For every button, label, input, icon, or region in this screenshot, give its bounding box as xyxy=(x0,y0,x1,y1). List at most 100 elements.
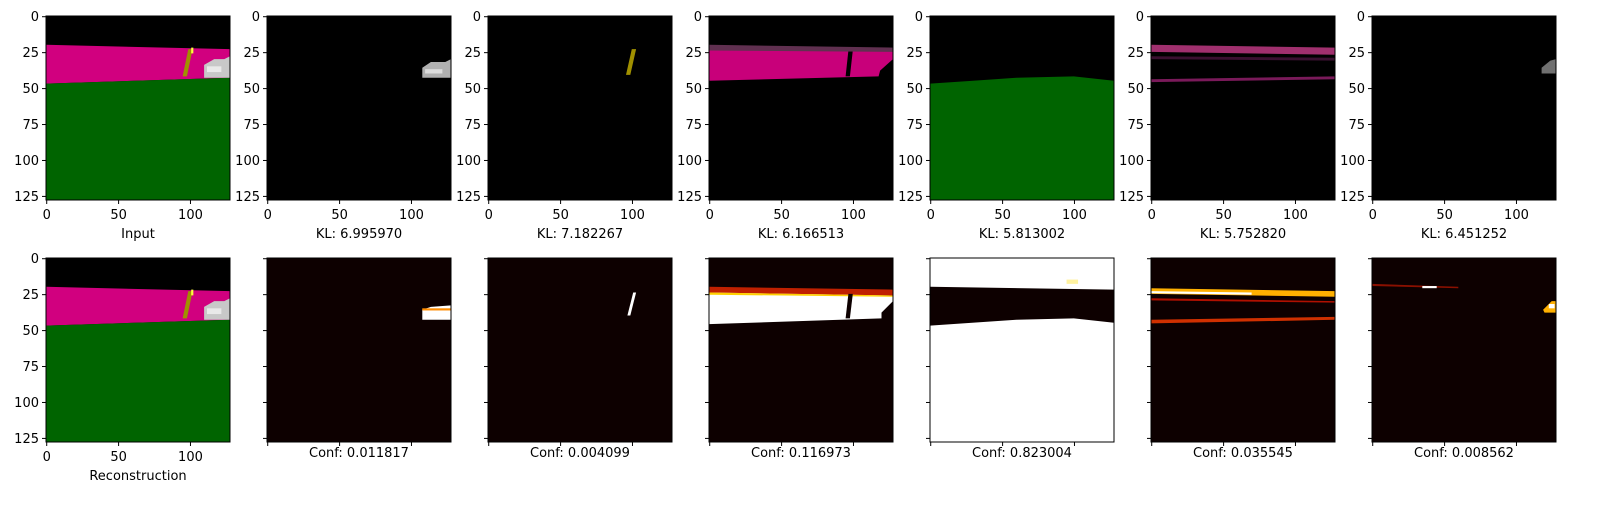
mask-edge-mid xyxy=(1151,298,1335,303)
x-tick-label: 100 xyxy=(841,208,866,223)
axes-frame xyxy=(708,257,894,443)
y-tick-label: 25 xyxy=(22,46,39,61)
panel-image xyxy=(488,16,672,200)
y-tick-label: 0 xyxy=(915,10,923,25)
grass-region xyxy=(46,319,230,442)
road-region xyxy=(46,286,230,326)
axes-frame xyxy=(487,257,673,443)
axes-frame xyxy=(1371,15,1557,201)
panel-caption: KL: 6.166513 xyxy=(758,227,844,242)
panel-r0c0: 0 25 50 75 100 125 0 50 100 Input xyxy=(14,10,231,242)
y-tick-label: 25 xyxy=(464,46,481,61)
panel-r0c3: 0 25 50 75 100 125 0 50 100 KL: 6.166513 xyxy=(677,10,894,242)
panel-r1c6: Conf: 0.008562 xyxy=(1368,257,1557,461)
x-tick-label: 0 xyxy=(43,450,51,465)
x-tick-label: 0 xyxy=(706,208,714,223)
mask-background xyxy=(1151,258,1335,442)
panel-caption: Conf: 0.823004 xyxy=(972,446,1072,461)
slot-road-gap xyxy=(845,50,853,77)
slot-road-shape xyxy=(709,47,893,81)
x-tick-label: 100 xyxy=(178,450,203,465)
panel-r1c1: Conf: 0.011817 xyxy=(263,257,452,461)
panel-r1c2: Conf: 0.004099 xyxy=(484,257,673,461)
y-tick-label: 0 xyxy=(1136,10,1144,25)
y-tick-label: 50 xyxy=(464,82,481,97)
x-tick-label: 100 xyxy=(399,208,424,223)
panel-r1c3: Conf: 0.116973 xyxy=(705,257,894,461)
x-tick-label: 0 xyxy=(1148,208,1156,223)
panel-r0c5: 0 25 50 75 100 125 0 50 100 KL: 5.752820 xyxy=(1119,10,1336,242)
y-tick-label: 0 xyxy=(31,252,39,267)
slot-road-edge xyxy=(709,44,893,52)
panel-r0c1: 0 25 50 75 100 125 0 50 100 KL: 6.995970 xyxy=(235,10,452,242)
mask-background xyxy=(488,258,672,442)
y-tick-label: 75 xyxy=(1348,118,1365,133)
y-tick-label: 75 xyxy=(1127,118,1144,133)
mask-faint-car-core xyxy=(1548,304,1555,309)
y-tick-label: 125 xyxy=(677,190,702,205)
road-region xyxy=(46,44,230,84)
y-tick-label: 0 xyxy=(1357,10,1365,25)
pole-highlight xyxy=(191,289,194,296)
panel-caption: KL: 5.752820 xyxy=(1200,227,1286,242)
y-tick-label: 50 xyxy=(1348,82,1365,97)
panel-image xyxy=(930,16,1114,200)
mask-road-gap xyxy=(845,293,853,319)
panel-image xyxy=(46,258,230,442)
mask-background xyxy=(1372,258,1556,442)
slot-grass-shape xyxy=(930,76,1114,200)
y-tick-label: 0 xyxy=(694,10,702,25)
axes-frame xyxy=(1371,257,1557,443)
panel-caption: Conf: 0.011817 xyxy=(309,446,409,461)
panel-caption: Conf: 0.116973 xyxy=(751,446,851,461)
slot-background xyxy=(709,16,893,200)
y-tick-label: 50 xyxy=(906,82,923,97)
mask-background xyxy=(709,258,893,442)
panel-image xyxy=(267,16,451,200)
x-tick-label: 50 xyxy=(552,208,569,223)
heatmap-image xyxy=(488,258,672,442)
y-tick-label: 50 xyxy=(22,324,39,339)
y-tick-label: 25 xyxy=(22,288,39,303)
y-tick-label: 0 xyxy=(473,10,481,25)
panel-caption: KL: 6.451252 xyxy=(1421,227,1507,242)
y-tick-label: 75 xyxy=(464,118,481,133)
panel-caption: KL: 7.182267 xyxy=(537,227,623,242)
x-tick-label: 50 xyxy=(1215,208,1232,223)
y-tick-label: 125 xyxy=(14,432,39,447)
heatmap-image xyxy=(930,258,1114,442)
axes-frame xyxy=(266,257,452,443)
panel-caption: Reconstruction xyxy=(89,469,186,484)
mask-background xyxy=(267,258,451,442)
heatmap-image xyxy=(267,258,451,442)
mask-background-high xyxy=(930,258,1114,442)
y-tick-label: 100 xyxy=(1340,154,1365,169)
pole-object xyxy=(182,49,193,77)
x-tick-label: 100 xyxy=(1062,208,1087,223)
mask-road-edge-top xyxy=(709,286,893,296)
x-tick-label: 50 xyxy=(1436,208,1453,223)
x-tick-label: 50 xyxy=(110,450,127,465)
y-tick-label: 100 xyxy=(1119,154,1144,169)
slot-background xyxy=(267,16,451,200)
slot-background xyxy=(1151,16,1335,200)
car-highlight xyxy=(207,66,222,73)
y-tick-label: 125 xyxy=(898,190,923,205)
y-tick-label: 125 xyxy=(1119,190,1144,205)
panel-r1c0: 0 25 50 75 100 125 0 50 100 Reconstruction xyxy=(14,252,231,484)
x-tick-label: 50 xyxy=(994,208,1011,223)
y-tick-label: 0 xyxy=(252,10,260,25)
y-tick-label: 100 xyxy=(14,154,39,169)
slot-edge-top xyxy=(1151,44,1335,55)
x-tick-label: 0 xyxy=(927,208,935,223)
x-tick-label: 50 xyxy=(773,208,790,223)
slot-edge-mid xyxy=(1151,56,1335,61)
heatmap-image xyxy=(709,258,893,442)
x-tick-label: 100 xyxy=(1283,208,1308,223)
car-highlight xyxy=(207,308,222,315)
x-tick-label: 50 xyxy=(331,208,348,223)
y-tick-label: 25 xyxy=(243,46,260,61)
panel-image xyxy=(1372,16,1556,200)
y-tick-label: 50 xyxy=(1127,82,1144,97)
